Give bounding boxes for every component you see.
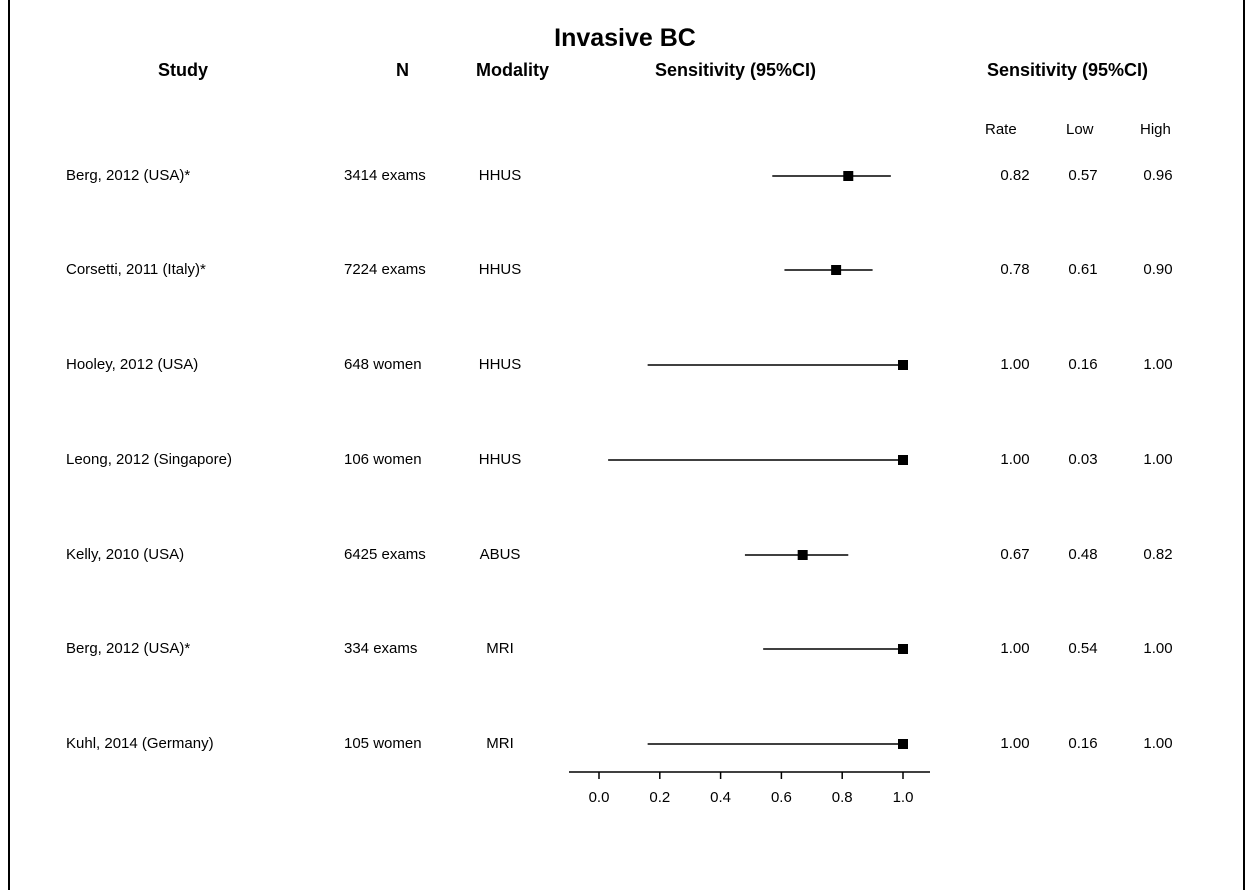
study-name: Kuhl, 2014 (Germany): [66, 735, 214, 752]
study-ci-high: 0.82: [1143, 546, 1173, 563]
point-estimate-marker: [797, 550, 808, 560]
study-n: 334 exams: [344, 640, 418, 657]
study-modality: ABUS: [479, 546, 521, 563]
subheader-high: High: [1140, 121, 1171, 138]
header-n: N: [396, 60, 409, 80]
study-ci-low: 0.16: [1068, 735, 1098, 752]
study-name: Berg, 2012 (USA)*: [66, 167, 191, 184]
point-estimate-marker: [898, 455, 908, 465]
point-estimate-marker: [898, 360, 908, 370]
point-estimate-marker: [898, 644, 908, 654]
x-tick-label: 1.0: [893, 789, 914, 806]
study-n: 106 women: [344, 451, 422, 468]
study-rate: 0.67: [1000, 546, 1030, 563]
point-estimate-marker: [843, 171, 854, 181]
study-ci-low: 0.16: [1068, 356, 1098, 373]
study-modality: MRI: [486, 735, 514, 752]
study-modality: HHUS: [478, 356, 522, 373]
header-study: Study: [158, 60, 209, 80]
header-table-sensitivity: Sensitivity (95%CI): [987, 60, 1149, 80]
study-ci-low: 0.54: [1068, 640, 1098, 657]
study-modality: HHUS: [478, 261, 522, 278]
x-tick-label: 0.6: [771, 789, 792, 806]
subheader-rate: Rate: [985, 121, 1017, 138]
study-n: 648 women: [344, 356, 422, 373]
study-n: 3414 exams: [344, 167, 426, 184]
study-rate: 1.00: [1000, 735, 1030, 752]
study-n: 105 women: [344, 735, 422, 752]
study-ci-low: 0.48: [1068, 546, 1098, 563]
study-ci-high: 1.00: [1143, 640, 1173, 657]
study-modality: HHUS: [478, 451, 522, 468]
study-ci-low: 0.61: [1068, 261, 1098, 278]
study-ci-high: 0.96: [1143, 167, 1173, 184]
study-rate: 0.82: [1000, 167, 1030, 184]
study-ci-low: 0.57: [1068, 167, 1098, 184]
study-n: 6425 exams: [344, 546, 426, 563]
figure-frame-right: [1243, 0, 1245, 890]
study-name: Leong, 2012 (Singapore): [66, 451, 232, 468]
x-tick-label: 0.0: [589, 789, 610, 806]
chart-title: Invasive BC: [554, 24, 696, 52]
study-name: Kelly, 2010 (USA): [66, 546, 185, 563]
x-tick-label: 0.2: [649, 789, 670, 806]
x-tick-label: 0.4: [710, 789, 731, 806]
study-ci-low: 0.03: [1068, 451, 1098, 468]
study-rate: 0.78: [1000, 261, 1030, 278]
figure-frame-left: [8, 0, 10, 890]
point-estimate-marker: [831, 265, 842, 275]
study-n: 7224 exams: [344, 261, 426, 278]
study-name: Berg, 2012 (USA)*: [66, 640, 191, 657]
study-rate: 1.00: [1000, 356, 1030, 373]
header-plot-sensitivity: Sensitivity (95%CI): [655, 60, 817, 80]
study-ci-high: 1.00: [1143, 735, 1173, 752]
x-tick-label: 0.8: [832, 789, 853, 806]
study-ci-high: 1.00: [1143, 451, 1173, 468]
study-ci-high: 1.00: [1143, 356, 1173, 373]
subheader-low: Low: [1066, 121, 1094, 138]
study-ci-high: 0.90: [1143, 261, 1173, 278]
study-modality: HHUS: [478, 167, 522, 184]
header-modality: Modality: [476, 60, 550, 80]
study-name: Hooley, 2012 (USA): [66, 356, 199, 373]
study-modality: MRI: [486, 640, 514, 657]
point-estimate-marker: [898, 739, 908, 749]
study-rate: 1.00: [1000, 640, 1030, 657]
study-name: Corsetti, 2011 (Italy)*: [66, 261, 206, 278]
study-rate: 1.00: [1000, 451, 1030, 468]
